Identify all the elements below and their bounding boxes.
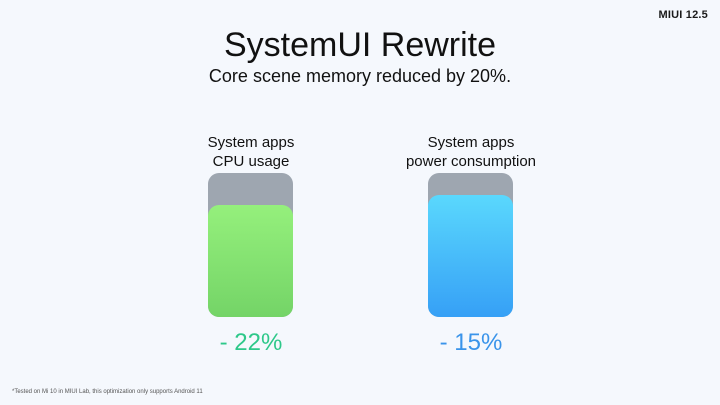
bar-label-line: CPU usage	[212, 153, 290, 170]
slide-title: SystemUI Rewrite	[223, 26, 497, 64]
bar-label-line: System apps	[207, 134, 295, 151]
bar-after-power	[428, 194, 513, 317]
bar-before-cpu	[208, 173, 293, 317]
bar-label-cpu: System apps CPU usage	[151, 133, 351, 171]
bar-label-line: power consumption	[405, 153, 537, 170]
slide-subtitle: Core scene memory reduced by 20%.	[208, 66, 512, 86]
bar-after-cpu	[208, 204, 293, 317]
change-label-power: - 15%	[439, 329, 503, 356]
bar-label-line: System apps	[427, 134, 515, 151]
brand-logo: MIUI 12.5	[658, 9, 708, 21]
bar-before-power	[428, 173, 513, 317]
change-label-cpu: - 22%	[219, 329, 283, 356]
footnote: *Tested on Mi 10 in MIUI Lab, this optim…	[12, 389, 203, 395]
bar-label-power: System apps power consumption	[371, 133, 571, 171]
